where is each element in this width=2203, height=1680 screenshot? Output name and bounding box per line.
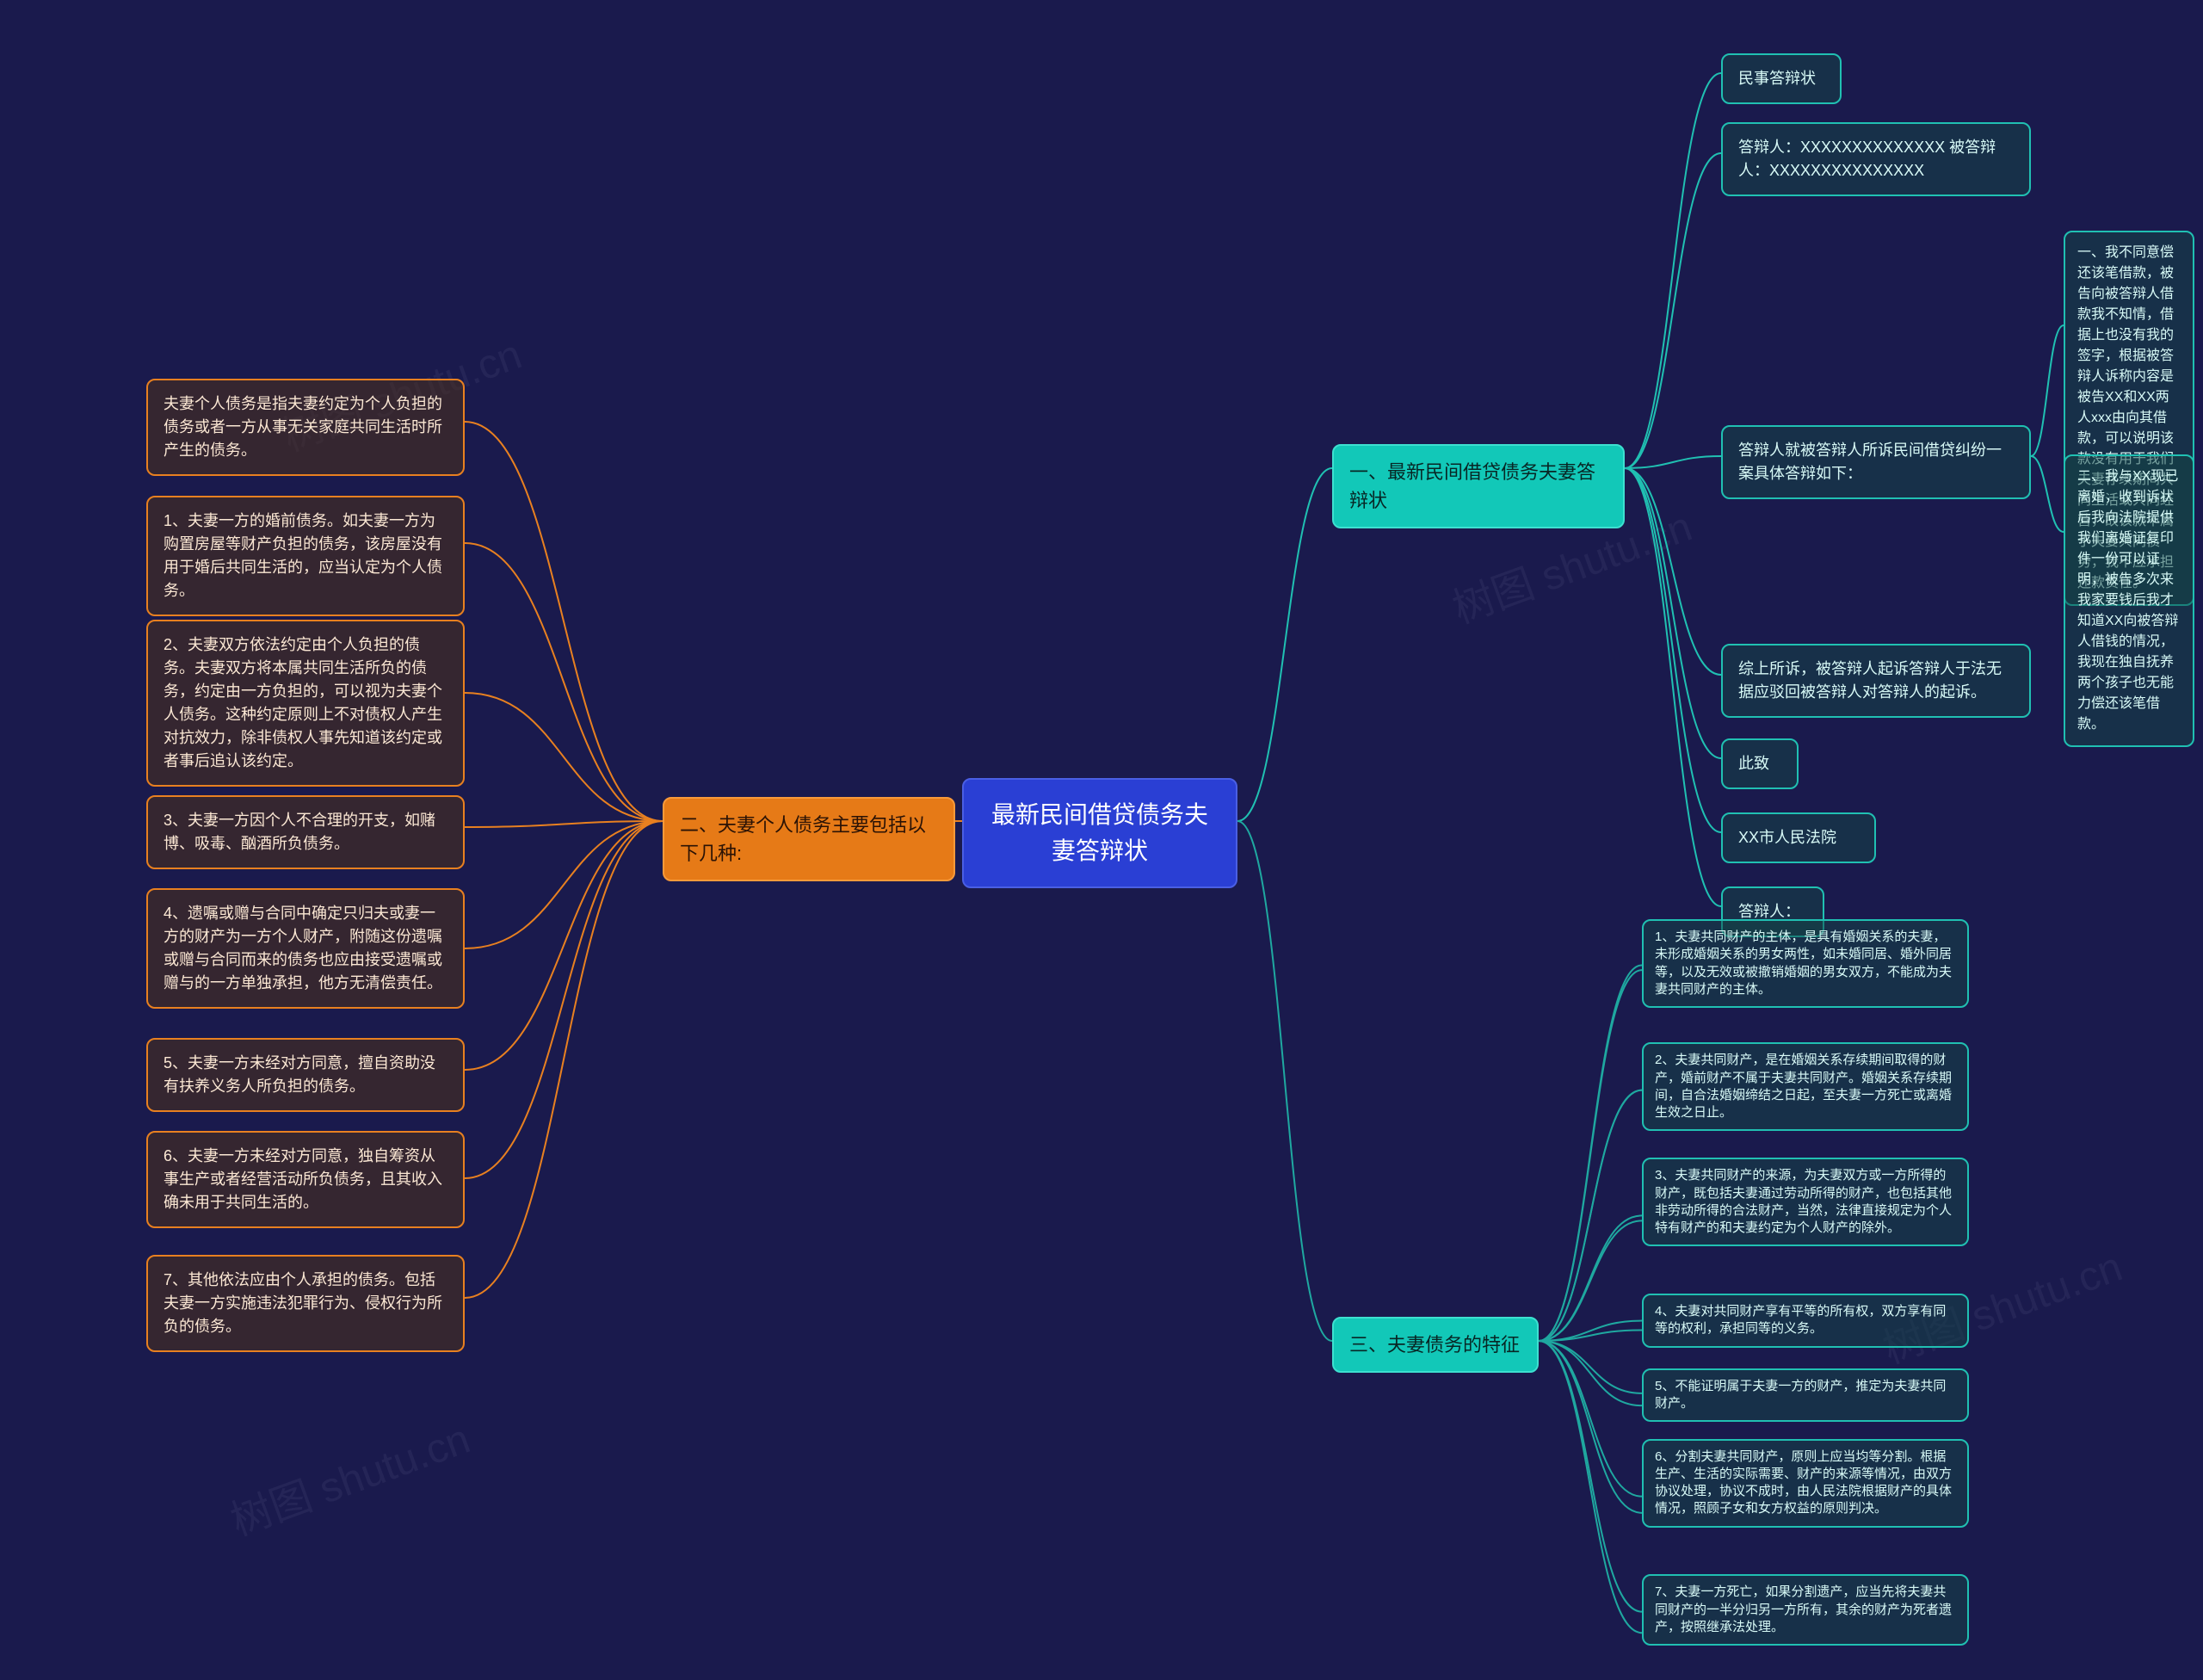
leaf-s1-2: 答辩人就被答辩人所诉民间借贷纠纷一案具体答辩如下： <box>1721 425 2031 499</box>
leaf-s1-4: 此致 <box>1721 738 1799 789</box>
leaf-s2-0: 夫妻个人债务是指夫妻约定为个人负担的债务或者一方从事无关家庭共同生活时所产生的债… <box>146 379 465 476</box>
leaf-s3-5: 6、分割夫妻共同财产，原则上应当均等分割。根据生产、生活的实际需要、财产的来源等… <box>1642 1439 1969 1528</box>
leaf-s2-4: 4、遗嘱或赠与合同中确定只归夫或妻一方的财产为一方个人财产，附随这份遗嘱或赠与合… <box>146 888 465 1009</box>
leaf-s3-6: 7、夫妻一方死亡，如果分割遗产，应当先将夫妻共同财产的一半分归另一方所有，其余的… <box>1642 1574 1969 1646</box>
leaf-s2-7: 7、其他依法应由个人承担的债务。包括夫妻一方实施违法犯罪行为、侵权行为所负的债务… <box>146 1255 465 1352</box>
watermark: 树图 shutu.cn <box>221 1405 477 1547</box>
leaf-s2-5: 5、夫妻一方未经对方同意，擅自资助没有扶养义务人所负担的债务。 <box>146 1038 465 1112</box>
leaf-s3-3: 4、夫妻对共同财产享有平等的所有权，双方享有同等的权利，承担同等的义务。 <box>1642 1294 1969 1348</box>
leaf-s2-6: 6、夫妻一方未经对方同意，独自筹资从事生产或者经营活动所负债务，且其收入确未用于… <box>146 1131 465 1228</box>
leaf-s3-1: 2、夫妻共同财产，是在婚姻关系存续期间取得的财产，婚前财产不属于夫妻共同财产。婚… <box>1642 1042 1969 1131</box>
root-node: 最新民间借贷债务夫妻答辩状 <box>962 778 1237 888</box>
leaf-s2-2: 2、夫妻双方依法约定由个人负担的债务。夫妻双方将本属共同生活所负的债务，约定由一… <box>146 620 465 787</box>
branch-s2: 二、夫妻个人债务主要包括以下几种: <box>663 797 955 881</box>
leaf-s2-3: 3、夫妻一方因个人不合理的开支，如赌博、吸毒、酗酒所负债务。 <box>146 795 465 869</box>
branch-s3: 三、夫妻债务的特征 <box>1332 1317 1539 1373</box>
leaf-s2-1: 1、夫妻一方的婚前债务。如夫妻一方为购置房屋等财产负担的债务，该房屋没有用于婚后… <box>146 496 465 616</box>
branch-s1: 一、最新民间借贷债务夫妻答辩状 <box>1332 444 1625 528</box>
leaf-s1-0: 民事答辩状 <box>1721 53 1842 104</box>
leaf-s1-3: 综上所诉，被答辩人起诉答辩人于法无据应驳回被答辩人对答辩人的起诉。 <box>1721 644 2031 718</box>
leaf-s1-5: XX市人民法院 <box>1721 812 1876 863</box>
leaf-s3-4: 5、不能证明属于夫妻一方的财产，推定为夫妻共同财产。 <box>1642 1368 1969 1423</box>
leaf-s3-2: 3、夫妻共同财产的来源，为夫妻双方或一方所得的财产，既包括夫妻通过劳动所得的财产… <box>1642 1158 1969 1246</box>
leaf-s1-1: 答辩人：XXXXXXXXXXXXXX 被答辩人：XXXXXXXXXXXXXXX <box>1721 122 2031 196</box>
subleaf-s1-2-1: 二、我与XX现已离婚，收到诉状后我向法院提供我们离婚证复印件一份可以证明，被告多… <box>2064 454 2194 747</box>
leaf-s3-0: 1、夫妻共同财产的主体，是具有婚姻关系的夫妻，未形成婚姻关系的男女两性，如未婚同… <box>1642 919 1969 1008</box>
